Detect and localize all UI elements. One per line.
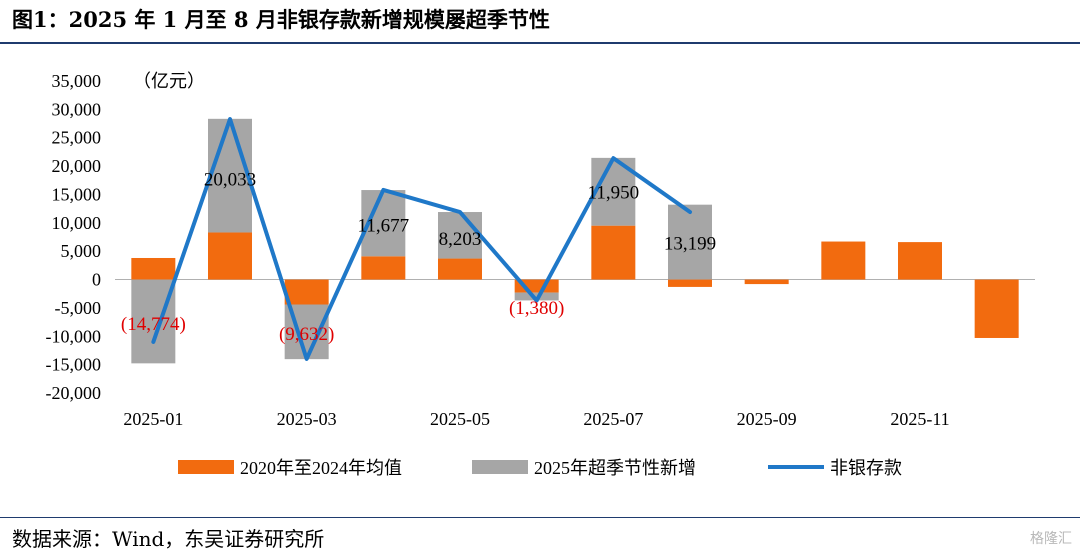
legend-label: 2020年至2024年均值 [240, 458, 402, 478]
bar [668, 204, 712, 280]
y-tick-label: 10,000 [52, 213, 102, 233]
data-label: 11,950 [588, 183, 640, 204]
y-tick-label: 30,000 [52, 99, 102, 119]
legend-label: 2025年超季节性新增 [534, 458, 696, 478]
x-tick-label: 2025-11 [890, 409, 949, 429]
axis-layer: 35,000 30,000 25,000 20,000 15,000 10,000 5,00… [46, 71, 1035, 429]
data-label: (14,774) [121, 314, 186, 335]
legend-swatch [178, 460, 234, 474]
bar [438, 212, 482, 259]
data-label: (1,380) [509, 298, 564, 319]
label-layer: (14,774) 20,033 (9,632) 11,677 8,203 (1,380) 1… [121, 170, 716, 345]
legend-swatch [472, 460, 528, 474]
x-tick-label: 2025-07 [583, 409, 643, 429]
title-divider [0, 42, 1080, 44]
y-tick-label: 25,000 [52, 128, 102, 148]
bar [744, 279, 789, 285]
y-unit-label: （亿元） [133, 71, 205, 91]
data-label: 8,203 [439, 229, 482, 250]
bar [898, 242, 942, 280]
bar [208, 118, 252, 233]
bar-layer [131, 118, 1019, 364]
bar [438, 258, 482, 280]
source-note: 数据来源：Wind，东吴证券研究所 [12, 527, 325, 551]
x-tick-label: 2025-05 [430, 409, 490, 429]
bar [361, 256, 406, 280]
x-tick-label: 2025-03 [277, 409, 337, 429]
y-tick-label: 35,000 [52, 71, 102, 91]
y-tick-label: -5,000 [55, 298, 102, 318]
y-tick-label: 20,000 [52, 156, 102, 176]
y-tick-label: -20,000 [46, 383, 102, 403]
data-label: 20,033 [204, 170, 256, 191]
y-tick-label: 5,000 [61, 241, 102, 261]
legend-label: 非银存款 [830, 458, 902, 478]
data-label: (9,632) [279, 324, 334, 345]
y-tick-label: -10,000 [46, 326, 102, 346]
y-tick-label: -15,000 [46, 355, 102, 375]
legend: 2020年至2024年均值 2025年超季节性新增 非银存款 [178, 458, 902, 478]
x-tick-label: 2025-09 [737, 409, 797, 429]
x-tick-label: 2025-01 [123, 409, 183, 429]
bar [974, 279, 1019, 338]
footer-divider [0, 517, 1080, 518]
y-tick-label: 15,000 [52, 184, 102, 204]
bar [208, 232, 252, 280]
bar [284, 279, 329, 305]
chart: 35,000 30,000 25,000 20,000 15,000 10,000 5,00… [46, 71, 1035, 478]
line-layer [151, 117, 692, 361]
series-line [151, 117, 692, 361]
bar [668, 279, 712, 287]
data-label: 13,199 [664, 234, 716, 255]
bar [131, 257, 176, 280]
page-title: 图1：2025 年 1 月至 8 月非银存款新增规模屡超季节性 [12, 7, 550, 32]
bar [591, 225, 636, 280]
watermark: 格隆汇 [1030, 531, 1072, 547]
data-label: 11,677 [358, 216, 410, 237]
y-tick-label: 0 [92, 270, 101, 290]
bar [821, 241, 866, 280]
